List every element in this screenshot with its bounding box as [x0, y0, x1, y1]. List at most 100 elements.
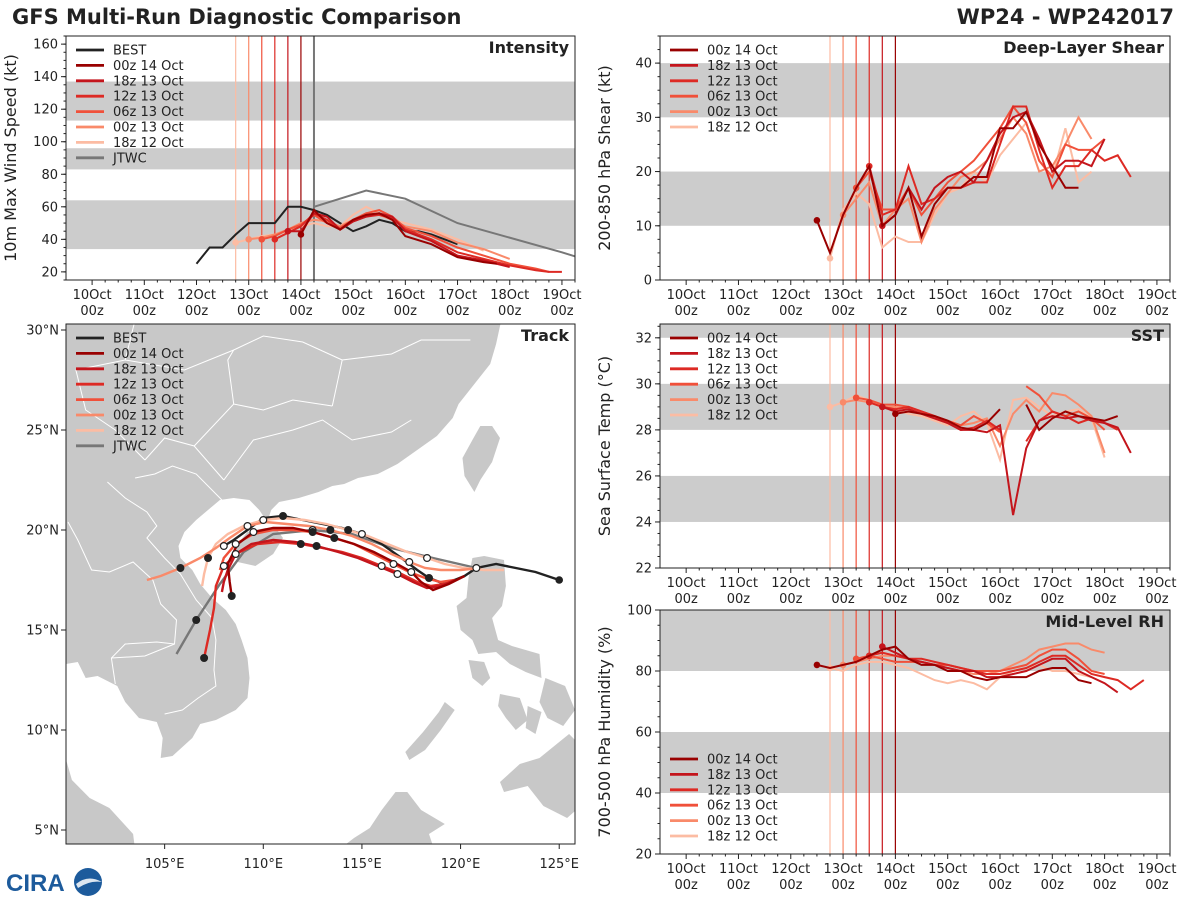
panel-title: Deep-Layer Shear: [1003, 38, 1164, 57]
x-tick-label-hour: 00z: [1041, 878, 1065, 893]
day-marker-18z-13-oct: [393, 569, 402, 578]
panel-intensity: 2040608010012014016010Oct00z11Oct00z12Oc…: [1, 35, 581, 319]
lat-tick-label: 10°N: [26, 724, 59, 739]
y-axis-label: 200-850 hPa Shear (kt): [595, 65, 614, 251]
x-tick-label-day: 13Oct: [824, 288, 863, 303]
day-marker-best: [472, 563, 481, 572]
panel-title: SST: [1131, 326, 1164, 345]
y-tick-label: 20: [635, 165, 652, 180]
x-tick-label-day: 13Oct: [824, 862, 863, 877]
series-line-00z-14-oct: [815, 109, 1079, 256]
x-tick-label-day: 15Oct: [928, 288, 967, 303]
y-tick-label: 30: [635, 377, 652, 392]
day-marker-00z-13-oct: [326, 525, 335, 534]
x-tick-label-day: 14Oct: [281, 288, 320, 303]
x-tick-label-day: 15Oct: [334, 288, 373, 303]
x-tick-label-hour: 00z: [1093, 304, 1117, 319]
panel-sst: 22242628303210Oct00z11Oct00z12Oct00z13Oc…: [595, 323, 1176, 607]
day-marker-12z-13-oct: [200, 653, 209, 662]
land-palawan: [405, 702, 455, 760]
boundary-line: [75, 369, 146, 461]
x-tick-label-day: 16Oct: [980, 576, 1019, 591]
shaded-band: [66, 148, 575, 170]
x-tick-label-hour: 00z: [674, 592, 698, 607]
legend-label-00z-13-oct: 00z 13 Oct: [113, 121, 184, 136]
init-point-00z-14-oct: [813, 217, 821, 224]
x-tick-label-hour: 00z: [133, 304, 157, 319]
shaded-band: [660, 63, 1170, 118]
legend-label-06z-13-oct: 06z 13 Oct: [707, 799, 778, 814]
day-marker-best: [357, 529, 366, 538]
legend-label-18z-13-oct: 18z 13 Oct: [707, 768, 778, 783]
legend-label-18z-13-oct: 18z 13 Oct: [113, 74, 184, 89]
day-marker-best: [425, 573, 434, 582]
x-tick-label-day: 12Oct: [771, 862, 810, 877]
jtwc-forecast-line: [313, 189, 575, 258]
init-point-12z-13-oct: [271, 236, 279, 243]
track-lines: [146, 514, 560, 659]
land-malay-peninsula: [66, 759, 135, 844]
land-panay-negros: [498, 694, 528, 730]
init-point-18z-12-oct: [826, 403, 834, 411]
y-tick-label: 80: [41, 168, 58, 183]
x-tick-label-day: 16Oct: [980, 288, 1019, 303]
x-tick-label-hour: 00z: [674, 878, 698, 893]
legend-label-00z-14-oct: 00z 14 Oct: [707, 332, 778, 347]
series-line-12z-13-oct: [868, 651, 1145, 691]
y-tick-label: 20: [635, 848, 652, 863]
boundary-line: [331, 339, 471, 407]
data-layer-shear: [813, 104, 1132, 262]
day-marker-18z-12-oct: [423, 553, 432, 562]
axes-frame: [659, 323, 1171, 569]
y-tick-label: 30: [635, 111, 652, 126]
x-tick-label-day: 17Oct: [1033, 862, 1072, 877]
legend-label-jtwc: JTWC: [112, 439, 147, 454]
lat-tick-label: 15°N: [26, 624, 59, 639]
boundary-line: [227, 349, 235, 405]
x-tick-label-day: 18Oct: [490, 288, 529, 303]
x-tick-label-hour: 00z: [779, 592, 803, 607]
panel-shear: 01020304010Oct00z11Oct00z12Oct00z13Oct00…: [595, 35, 1176, 319]
x-tick-label-day: 17Oct: [1033, 576, 1072, 591]
legend-label-00z-14-oct: 00z 14 Oct: [113, 347, 184, 362]
y-tick-label: 32: [635, 331, 652, 346]
land-borneo: [346, 792, 445, 844]
map-layer: [66, 324, 575, 844]
x-tick-label-day: 14Oct: [876, 576, 915, 591]
x-tick-label-hour: 00z: [498, 304, 522, 319]
land-mainland: [66, 324, 501, 758]
y-tick-label: 20: [41, 265, 58, 280]
day-marker-06z-13-oct: [231, 539, 240, 548]
x-tick-label-hour: 00z: [884, 304, 908, 319]
x-tick-label-hour: 00z: [1145, 592, 1169, 607]
land-cebu: [525, 706, 542, 734]
day-marker-18z-12-oct: [204, 553, 213, 562]
legend-label-12z-13-oct: 12z 13 Oct: [707, 362, 778, 377]
x-tick-label-day: 18Oct: [1085, 576, 1124, 591]
data-layer-sst: [826, 385, 1132, 516]
cira-logo-text: CIRA: [6, 870, 65, 897]
storm-id: WP24 - WP242017: [956, 5, 1174, 29]
best-start-point: [555, 576, 564, 584]
x-tick-label-day: 10Oct: [667, 862, 706, 877]
lon-tick-label: 105°E: [145, 857, 185, 872]
init-point-18z-13-oct: [879, 403, 886, 411]
legend-label-00z-14-oct: 00z 14 Oct: [707, 753, 778, 768]
shaded-band: [660, 324, 1170, 338]
panel-title: Mid-Level RH: [1045, 612, 1164, 631]
y-axis-label: Sea Surface Temp (°C): [595, 356, 614, 536]
x-tick-label-day: 19Oct: [1137, 862, 1176, 877]
x-tick-label-hour: 00z: [936, 592, 960, 607]
boundary-line: [67, 521, 178, 685]
x-tick-label-day: 18Oct: [1085, 862, 1124, 877]
y-tick-label: 22: [635, 562, 652, 577]
x-tick-label-hour: 00z: [1093, 878, 1117, 893]
x-tick-label-hour: 00z: [884, 878, 908, 893]
legend-label-00z-14-oct: 00z 14 Oct: [707, 44, 778, 59]
day-marker-12z-13-oct: [219, 561, 228, 570]
x-tick-label-day: 12Oct: [177, 288, 216, 303]
x-tick-label-hour: 00z: [1041, 304, 1065, 319]
series-line-00z-14-oct: [895, 404, 1119, 432]
y-tick-label: 40: [41, 233, 58, 248]
